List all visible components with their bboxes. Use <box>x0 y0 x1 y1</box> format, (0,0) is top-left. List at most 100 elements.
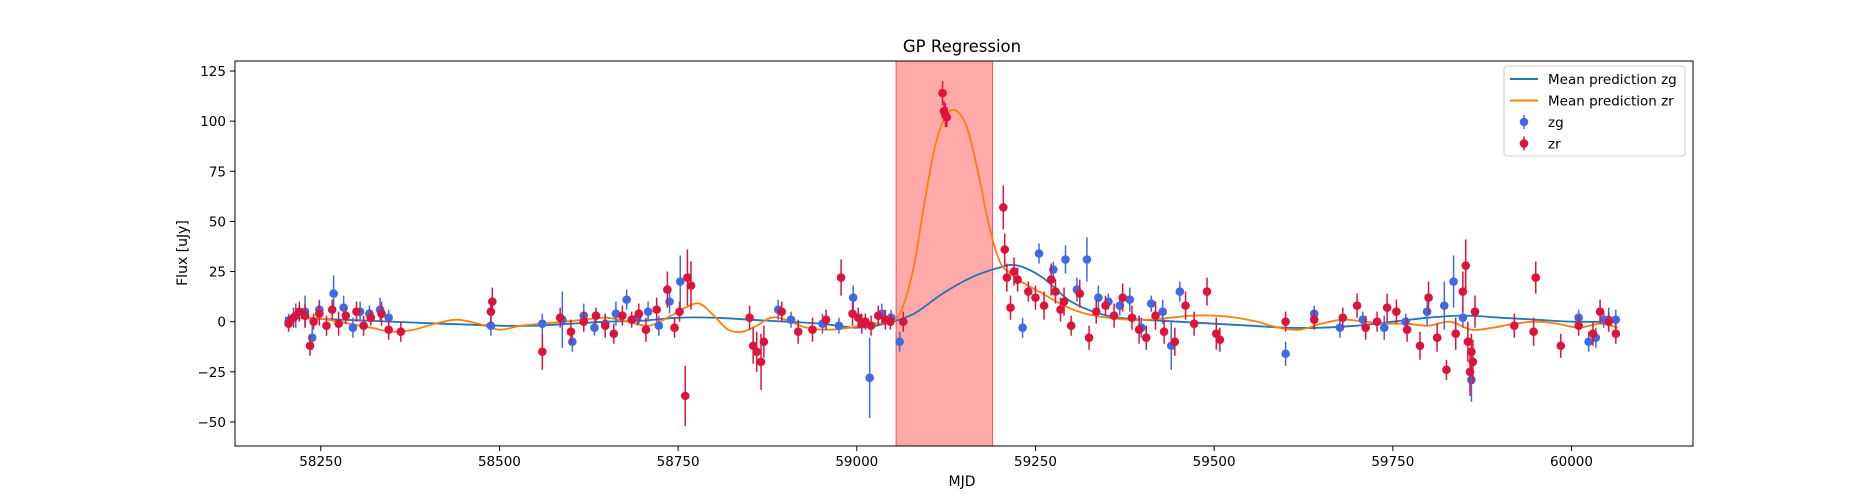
legend-label: zr <box>1548 137 1561 153</box>
y-tick-label: −25 <box>198 365 227 381</box>
data-point-zr <box>1611 329 1621 339</box>
data-point-zr <box>777 307 787 316</box>
data-point-zr <box>1467 347 1476 357</box>
data-point-zr <box>680 391 690 401</box>
data-point-zr <box>675 307 684 316</box>
data-point-zr <box>873 311 883 320</box>
data-point-zr <box>1002 273 1012 282</box>
x-tick-label: 59250 <box>1014 454 1057 470</box>
data-point-zr <box>284 319 293 328</box>
data-point-zg <box>865 373 874 383</box>
data-point-zg <box>1034 249 1044 258</box>
data-point-zr <box>1000 245 1010 254</box>
plot-content <box>284 61 1621 446</box>
data-point-zr <box>1046 275 1056 284</box>
data-point-zg <box>1049 265 1058 274</box>
x-tick-label: 60000 <box>1550 454 1593 470</box>
data-point-zr <box>1338 313 1348 322</box>
data-point-zr <box>866 321 876 330</box>
legend-label: zg <box>1548 115 1564 131</box>
data-point-zg <box>1061 255 1070 264</box>
y-axis-label: Flux [uJy] <box>175 220 191 286</box>
data-point-zg <box>1611 315 1621 324</box>
data-point-zr <box>377 309 386 318</box>
legend-swatch-marker <box>1519 139 1529 148</box>
chart-title: GP Regression <box>903 37 1021 56</box>
legend: Mean prediction zg Mean prediction zr zg zr <box>1503 65 1686 157</box>
data-point-zg <box>786 315 796 324</box>
data-point-zr <box>384 325 393 334</box>
data-point-zr <box>1529 327 1538 337</box>
data-point-zr <box>1151 311 1160 320</box>
data-point-zr <box>1031 293 1040 302</box>
x-axis-label: MJD <box>949 474 976 490</box>
data-point-zr <box>1134 325 1144 334</box>
data-point-zr <box>752 347 762 357</box>
y-tick-label: 100 <box>200 114 226 130</box>
data-point-zg <box>568 337 577 347</box>
data-point-zr <box>1556 341 1566 351</box>
data-point-zr <box>591 311 601 320</box>
data-point-zr <box>1281 317 1290 326</box>
data-point-zg <box>486 321 496 330</box>
x-tick-label: 59000 <box>835 454 878 470</box>
y-tick-label: 0 <box>217 315 226 331</box>
data-point-zg <box>538 319 547 328</box>
data-point-zr <box>1451 329 1461 339</box>
data-point-zg <box>1082 255 1092 264</box>
data-point-zr <box>999 203 1008 212</box>
data-point-zg <box>1281 349 1290 359</box>
data-point-zg <box>622 295 631 304</box>
data-point-zr <box>634 309 644 318</box>
data-point-zr <box>793 327 803 337</box>
data-point-zr <box>486 307 496 316</box>
data-point-zr <box>566 327 576 337</box>
y-tick-label: 125 <box>200 64 226 80</box>
data-point-zr <box>1588 329 1598 339</box>
data-point-zr <box>1159 327 1169 337</box>
data-point-zr <box>1361 323 1370 332</box>
x-tick-label: 58750 <box>657 454 700 470</box>
data-point-zr <box>600 321 610 330</box>
x-tick-label: 59750 <box>1371 454 1414 470</box>
data-point-zr <box>1051 287 1060 296</box>
data-point-zr <box>309 317 318 326</box>
data-point-zg <box>1467 375 1476 385</box>
data-point-zr <box>1059 297 1069 306</box>
data-point-zr <box>487 297 497 306</box>
data-point-zr <box>1574 321 1583 330</box>
data-point-zg <box>1401 317 1410 326</box>
data-point-zr <box>1170 337 1180 347</box>
data-point-zg <box>1094 293 1103 302</box>
data-point-zr <box>1118 293 1127 302</box>
data-point-zg <box>654 321 664 330</box>
data-point-zr <box>1009 267 1019 276</box>
data-point-zr <box>1084 333 1094 343</box>
legend-label: Mean prediction zr <box>1548 94 1674 110</box>
data-point-zg <box>1379 323 1389 332</box>
data-point-zr <box>1352 301 1362 310</box>
data-point-zr <box>538 347 547 357</box>
data-point-zr <box>1109 311 1119 320</box>
data-point-zr <box>1013 275 1022 284</box>
data-point-zg <box>339 303 348 312</box>
y-tick-label: 50 <box>209 214 226 230</box>
data-point-zr <box>1215 335 1225 345</box>
data-point-zg <box>834 321 844 330</box>
x-tick-label: 58500 <box>478 454 521 470</box>
data-point-zg <box>348 323 358 332</box>
data-point-zr <box>670 323 679 332</box>
data-point-zr <box>334 319 343 328</box>
data-point-zr <box>808 325 817 334</box>
data-point-zr <box>1432 333 1442 343</box>
data-point-zr <box>1006 303 1015 312</box>
data-point-zr <box>1415 341 1425 351</box>
y-tick-label: 25 <box>209 265 226 281</box>
x-tick-label: 59500 <box>1193 454 1236 470</box>
data-point-zg <box>1449 277 1458 286</box>
data-point-zr <box>366 313 376 322</box>
data-point-zg <box>590 323 599 332</box>
data-point-zr <box>1024 287 1033 296</box>
data-point-zg <box>1584 337 1593 347</box>
